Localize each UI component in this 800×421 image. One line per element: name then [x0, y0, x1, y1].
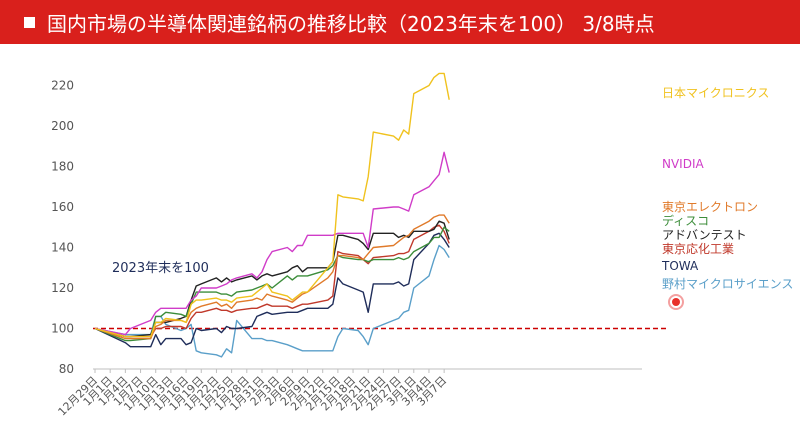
y-tick-label: 100 — [51, 322, 74, 336]
x-axis: 12月29日1月1日1月4日1月7日1月10日1月13日1月16日1月19日1月… — [56, 368, 642, 418]
series-line — [94, 226, 450, 342]
series-line — [94, 244, 450, 358]
legend-label: TOWA — [661, 259, 699, 273]
legend-label: NVIDIA — [662, 157, 705, 171]
y-tick-label: 200 — [51, 119, 74, 133]
y-tick-label: 220 — [51, 79, 74, 93]
title-bar: 国内市場の半導体関連銘柄の推移比較（2023年末を100） 3/8時点 — [0, 0, 800, 44]
cursor-ring-icon — [668, 294, 684, 310]
cursor-dot-icon — [672, 298, 680, 306]
legend-label: 日本マイクロニクス — [662, 86, 769, 100]
legend-label: 東京エレクトロン — [662, 200, 758, 214]
y-tick-label: 120 — [51, 281, 74, 295]
series-line — [94, 224, 450, 338]
series-line — [94, 232, 450, 348]
chart-title: 国内市場の半導体関連銘柄の推移比較（2023年末を100） 3/8時点 — [47, 11, 655, 36]
y-tick-label: 160 — [51, 200, 74, 214]
y-tick-label: 80 — [59, 362, 74, 376]
series-line — [94, 72, 450, 338]
title-bullet-icon — [24, 16, 35, 28]
y-axis: 80 100 120 140 160 180 200 220 — [51, 79, 74, 377]
legend-label: アドバンテスト — [662, 228, 747, 242]
legend-label: 東京応化工業 — [662, 242, 734, 256]
y-tick-label: 140 — [51, 241, 74, 255]
baseline-annotation: 2023年末を100 — [112, 261, 209, 276]
legend-label: ディスコ — [662, 213, 709, 228]
series-line — [94, 220, 450, 338]
series-line — [94, 151, 450, 336]
legend-label: 野村マイクロサイエンス — [662, 277, 793, 291]
legend: 日本マイクロニクス NVIDIA 東京エレクトロンディスコアドバンテスト東京応化工業… — [661, 86, 793, 291]
series-lines — [94, 72, 450, 358]
y-tick-label: 180 — [51, 160, 74, 174]
